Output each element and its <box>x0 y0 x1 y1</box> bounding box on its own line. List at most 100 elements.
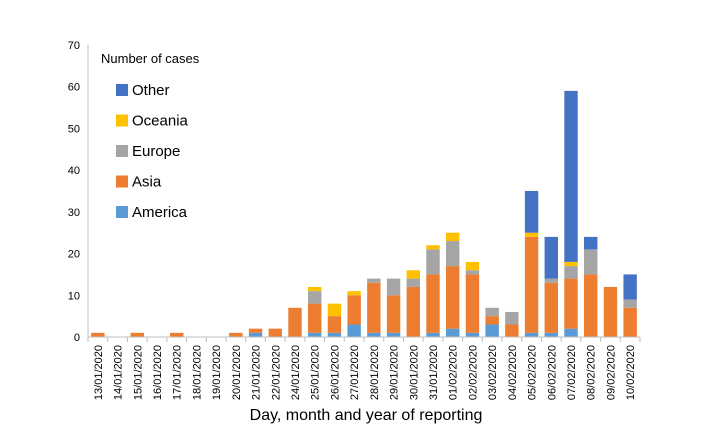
bar-america-23 <box>544 332 558 337</box>
x-tick-label-4: 17/01/2020 <box>172 345 184 400</box>
bar-asia-24 <box>564 278 578 329</box>
bar-america-17 <box>426 332 440 337</box>
bar-asia-22 <box>524 236 539 333</box>
x-tick-label-9: 22/01/2020 <box>270 345 282 400</box>
y-tick-label-4: 40 <box>68 165 80 177</box>
bar-asia-18 <box>446 266 460 329</box>
bar-america-15 <box>386 332 401 337</box>
bar-asia-2 <box>130 332 144 337</box>
bar-asia-10 <box>288 307 302 337</box>
x-tick-label-7: 20/01/2020 <box>231 345 243 400</box>
x-tick-label-27: 10/02/2020 <box>625 345 637 400</box>
bar-oceania-16 <box>406 270 420 279</box>
x-tick-label-11: 25/01/2020 <box>310 345 322 400</box>
x-tick-label-8: 21/01/2020 <box>251 345 263 400</box>
x-tick-label-26: 09/02/2020 <box>605 345 617 400</box>
legend-label-america: America <box>132 204 188 221</box>
x-tick-label-22: 05/02/2020 <box>527 345 539 400</box>
legend: Number of cases Other Oceania Europe Asia Am… <box>101 51 200 221</box>
legend-title: Number of cases <box>101 51 200 66</box>
x-axis-title: Day, month and year of reporting <box>250 407 483 424</box>
x-tick-label-14: 28/01/2020 <box>369 345 381 400</box>
legend-label-other: Other <box>132 82 170 99</box>
bar-asia-26 <box>603 286 618 337</box>
bar-europe-18 <box>446 241 460 267</box>
bar-asia-9 <box>268 328 282 337</box>
legend-label-asia: Asia <box>132 174 162 191</box>
bar-america-19 <box>465 332 480 337</box>
bar-europe-17 <box>426 249 440 275</box>
x-tick-label-1: 14/01/2020 <box>113 345 125 400</box>
y-tick-label-1: 10 <box>68 290 80 302</box>
bar-europe-23 <box>544 278 558 283</box>
bar-asia-8 <box>248 328 263 333</box>
bar-america-14 <box>367 332 381 337</box>
x-tick-label-6: 19/01/2020 <box>211 345 223 400</box>
x-tick-label-23: 06/02/2020 <box>546 345 558 400</box>
bar-europe-15 <box>386 278 401 296</box>
bar-europe-19 <box>465 270 480 275</box>
legend-swatch-other <box>116 84 128 96</box>
bar-america-12 <box>327 332 342 337</box>
y-tick-labels: 0 10 20 30 40 50 60 70 <box>68 40 80 344</box>
bar-other-23 <box>544 236 558 279</box>
bar-asia-27 <box>623 307 637 337</box>
bar-europe-25 <box>584 249 598 275</box>
bar-asia-20 <box>485 316 499 325</box>
x-tick-label-16: 30/01/2020 <box>408 345 420 400</box>
x-tick-label-18: 01/02/2020 <box>448 345 460 400</box>
legend-swatch-oceania <box>116 114 128 127</box>
x-tick-label-13: 27/01/2020 <box>349 345 361 400</box>
bar-europe-14 <box>367 278 381 283</box>
bar-europe-21 <box>505 311 519 325</box>
bar-other-22 <box>524 191 539 233</box>
bar-europe-27 <box>623 299 637 308</box>
bar-asia-13 <box>347 295 361 325</box>
bars-layer <box>91 90 637 337</box>
y-tick-label-0: 0 <box>74 332 80 344</box>
bar-asia-17 <box>426 274 440 333</box>
bar-america-13 <box>347 324 361 337</box>
x-tick-label-12: 26/01/2020 <box>329 345 341 400</box>
x-tick-label-2: 15/01/2020 <box>132 345 144 400</box>
bar-asia-23 <box>544 282 558 333</box>
bar-asia-7 <box>229 332 243 337</box>
y-tick-label-7: 70 <box>68 40 80 52</box>
bar-asia-12 <box>327 316 342 333</box>
x-tick-label-5: 18/01/2020 <box>191 345 203 400</box>
bar-asia-4 <box>170 332 184 337</box>
bar-oceania-12 <box>327 303 342 317</box>
axes-layer <box>87 45 641 342</box>
x-tick-label-3: 16/01/2020 <box>152 345 164 400</box>
bar-oceania-17 <box>426 245 440 250</box>
bar-europe-24 <box>564 266 578 279</box>
y-tick-label-2: 20 <box>68 249 80 261</box>
legend-label-oceania: Oceania <box>132 113 189 130</box>
bar-oceania-24 <box>564 261 578 267</box>
bar-america-20 <box>485 324 499 337</box>
bar-oceania-18 <box>446 232 460 242</box>
bar-america-11 <box>308 332 322 337</box>
bar-asia-19 <box>465 274 480 333</box>
x-tick-label-15: 29/01/2020 <box>389 345 401 400</box>
x-tick-label-10: 24/01/2020 <box>290 345 302 400</box>
bar-asia-0 <box>91 332 105 337</box>
x-tick-labels: 13/01/2020 14/01/2020 15/01/2020 16/01/2020… <box>93 345 637 400</box>
x-tick-label-19: 02/02/2020 <box>467 345 479 400</box>
y-tick-label-5: 50 <box>68 123 80 135</box>
bar-oceania-19 <box>465 261 480 271</box>
bar-other-24 <box>564 90 578 262</box>
legend-swatch-america <box>116 206 128 218</box>
y-tick-label-6: 60 <box>68 82 80 94</box>
x-tick-label-20: 03/02/2020 <box>487 345 499 400</box>
bar-america-8 <box>248 332 263 337</box>
x-tick-label-21: 04/02/2020 <box>507 345 519 400</box>
bar-oceania-22 <box>524 232 539 237</box>
bar-europe-20 <box>485 307 499 317</box>
bar-america-24 <box>564 328 578 337</box>
bar-europe-11 <box>308 291 322 304</box>
x-tick-label-0: 13/01/2020 <box>93 345 105 400</box>
x-tick-label-17: 31/01/2020 <box>428 345 440 400</box>
bar-asia-11 <box>308 303 322 333</box>
bar-europe-16 <box>406 278 420 287</box>
